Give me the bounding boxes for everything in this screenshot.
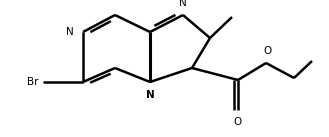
Text: N: N	[66, 27, 74, 37]
Text: Br: Br	[27, 77, 38, 87]
Text: N: N	[179, 0, 187, 8]
Text: O: O	[234, 117, 242, 127]
Text: O: O	[263, 46, 271, 56]
Text: N: N	[146, 90, 154, 100]
